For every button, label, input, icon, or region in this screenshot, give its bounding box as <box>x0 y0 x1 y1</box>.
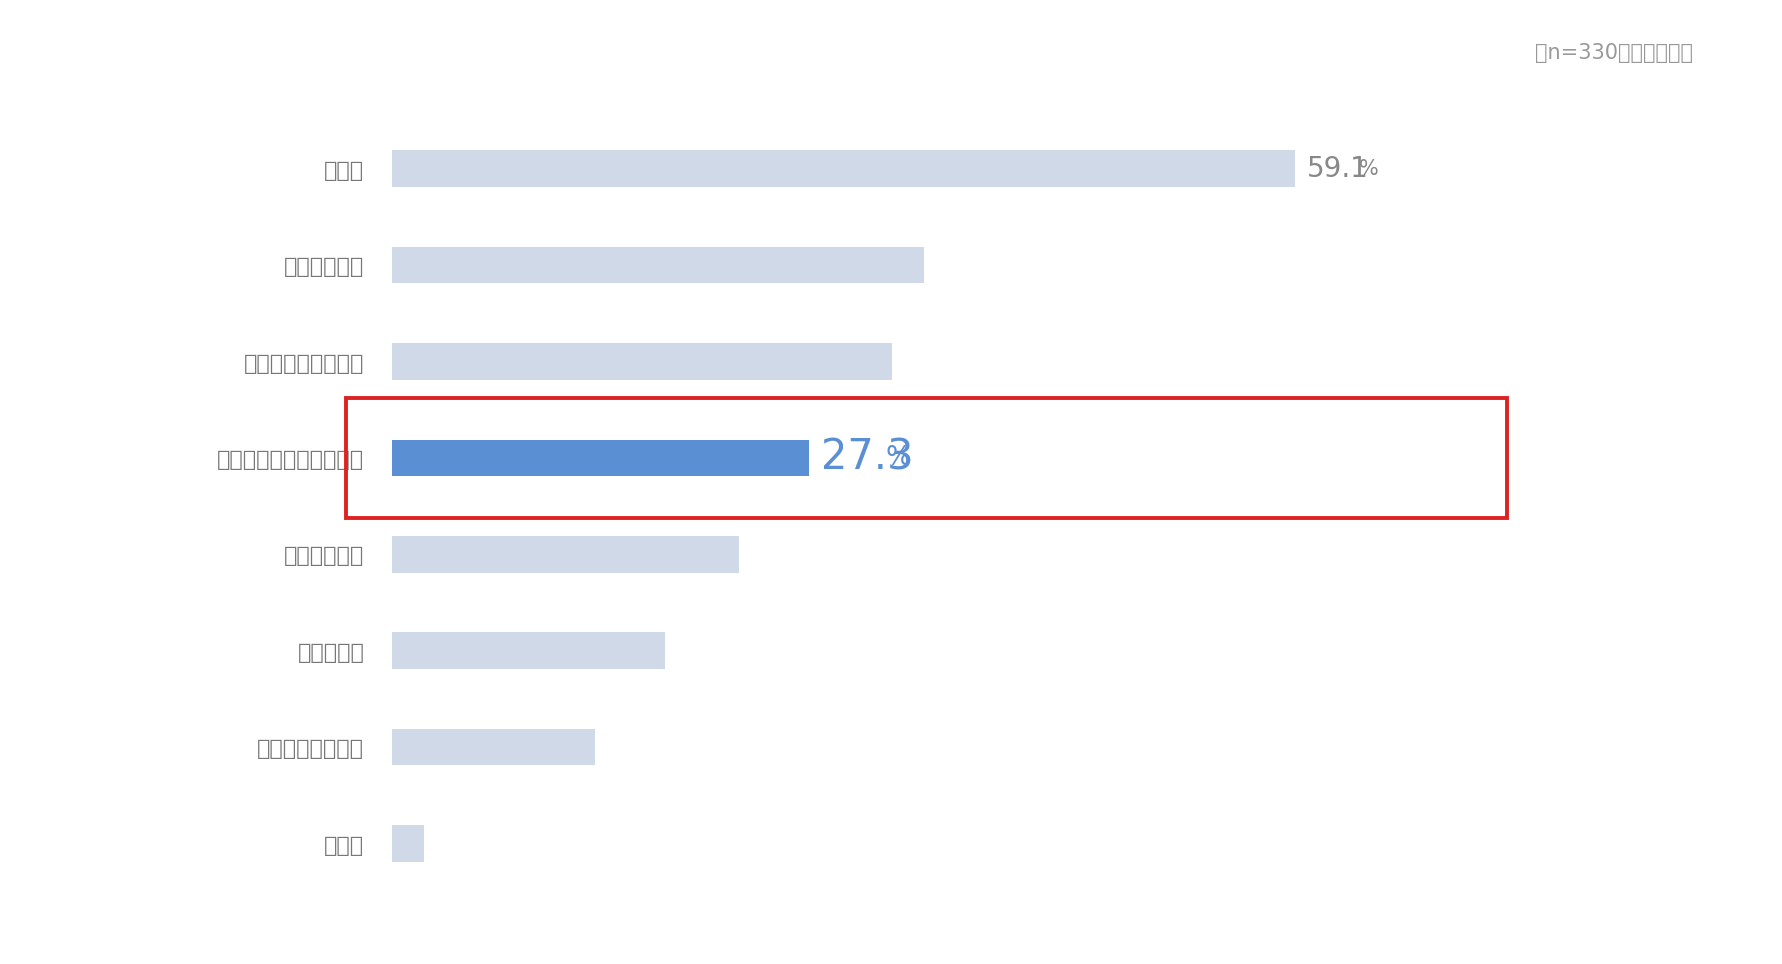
Text: （n=330　複数回答）: （n=330 複数回答） <box>1534 43 1693 64</box>
Bar <box>392 729 595 765</box>
Text: %: % <box>1360 159 1379 178</box>
Bar <box>392 150 1296 187</box>
Text: %: % <box>886 445 911 470</box>
Bar <box>392 825 424 862</box>
Bar <box>392 536 740 573</box>
Bar <box>392 632 665 669</box>
Text: 59.1: 59.1 <box>1306 154 1369 183</box>
Bar <box>346 398 1508 518</box>
Bar <box>392 247 923 283</box>
Bar <box>392 440 809 476</box>
Text: 27.3: 27.3 <box>822 437 914 479</box>
Bar <box>392 343 891 380</box>
